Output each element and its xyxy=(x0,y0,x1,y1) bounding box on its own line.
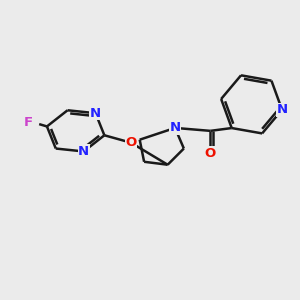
Text: F: F xyxy=(24,116,33,128)
Text: O: O xyxy=(205,147,216,160)
Text: N: N xyxy=(78,145,89,158)
Text: O: O xyxy=(125,136,136,149)
Text: N: N xyxy=(169,122,181,134)
Text: N: N xyxy=(90,107,101,120)
Text: N: N xyxy=(277,103,288,116)
